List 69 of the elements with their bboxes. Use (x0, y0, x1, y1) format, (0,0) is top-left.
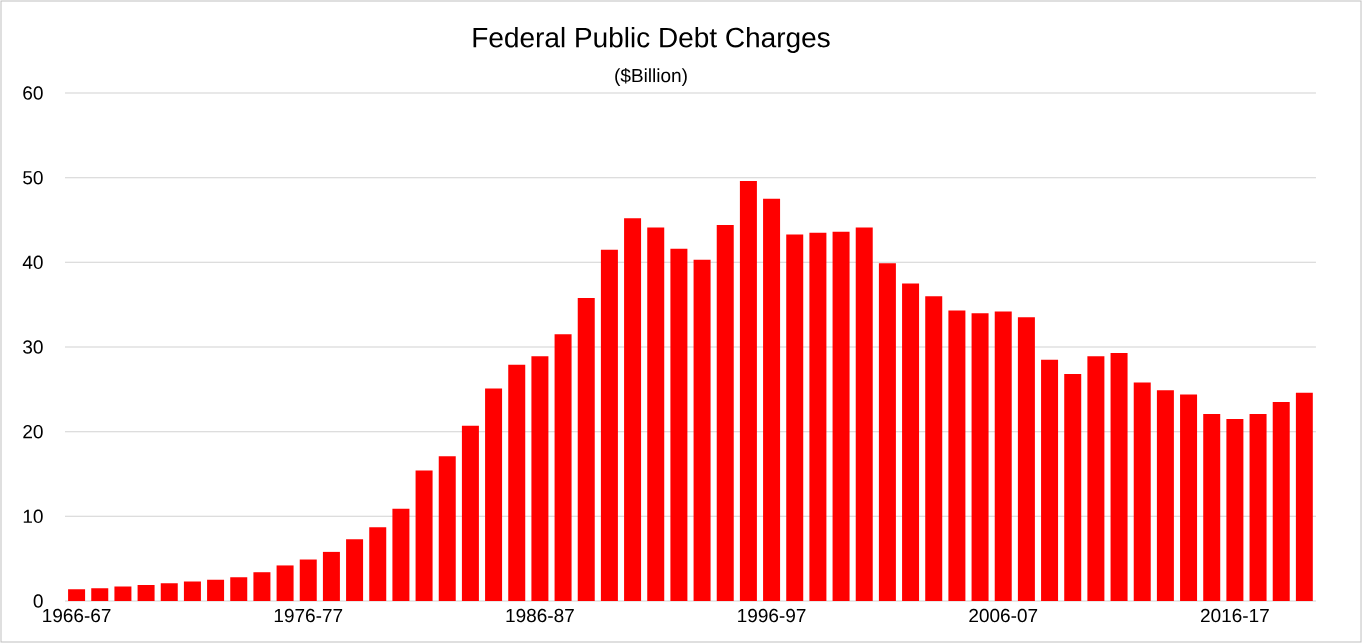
bar (346, 539, 364, 601)
bar (160, 583, 178, 601)
bar (1017, 317, 1035, 601)
y-tick-label: 60 (23, 86, 43, 100)
y-tick-label: 30 (23, 340, 43, 354)
bar (670, 248, 688, 601)
bar (322, 551, 340, 601)
y-tick-label: 0 (33, 594, 43, 608)
chart-subtitle: ($Billion) (615, 68, 687, 86)
x-tick-label: 1966-67 (43, 608, 111, 623)
bar (253, 572, 271, 601)
bar (369, 527, 387, 601)
bar (1226, 418, 1244, 601)
bar (485, 388, 503, 601)
bar (786, 234, 804, 601)
bar (137, 584, 155, 601)
bar (577, 297, 595, 601)
bar (902, 283, 920, 601)
x-tick-label: 1996-97 (738, 608, 806, 623)
bar (948, 310, 966, 601)
bar (68, 589, 86, 601)
y-tick-label: 20 (23, 424, 43, 439)
bar (415, 470, 433, 601)
y-tick-label: 40 (22, 255, 43, 270)
y-tick-label: 50 (23, 170, 43, 185)
bar (1180, 394, 1198, 601)
bar (1203, 413, 1221, 601)
bar (508, 364, 526, 601)
bar (1156, 390, 1174, 601)
bar (716, 225, 734, 601)
bar (1249, 413, 1267, 601)
bar (925, 296, 943, 601)
bar (461, 425, 479, 601)
bar (183, 581, 201, 601)
bar (91, 588, 109, 601)
bar (693, 259, 711, 601)
x-tick-label: 2006-07 (969, 608, 1038, 623)
bar (1064, 374, 1082, 601)
bar (878, 263, 896, 601)
x-tick-label: 2016-17 (1200, 608, 1269, 623)
bar (763, 198, 781, 601)
bar (1087, 356, 1105, 601)
bar (554, 334, 572, 601)
y-tick-label: 10 (23, 509, 43, 524)
bar (299, 559, 317, 601)
bar (624, 218, 642, 601)
bar (230, 577, 248, 601)
bar (1110, 352, 1128, 601)
bar (1133, 382, 1151, 601)
bar (600, 249, 618, 601)
bar (114, 586, 132, 601)
bar (438, 456, 456, 601)
bar (1041, 359, 1059, 601)
bar (739, 181, 757, 601)
bar (531, 356, 549, 601)
bar (994, 311, 1012, 601)
bar (276, 565, 294, 601)
x-tick-label: 1976-77 (274, 608, 343, 623)
chart-title: Federal Public Debt Charges (473, 26, 830, 54)
bar (207, 579, 225, 601)
bar (832, 231, 850, 601)
x-tick-label: 1986-87 (506, 608, 574, 623)
bar (392, 508, 410, 601)
bar (1272, 402, 1290, 601)
bar (855, 227, 873, 601)
bar (1295, 392, 1313, 601)
bar (809, 232, 827, 601)
bar (647, 227, 665, 601)
bar (971, 313, 989, 601)
